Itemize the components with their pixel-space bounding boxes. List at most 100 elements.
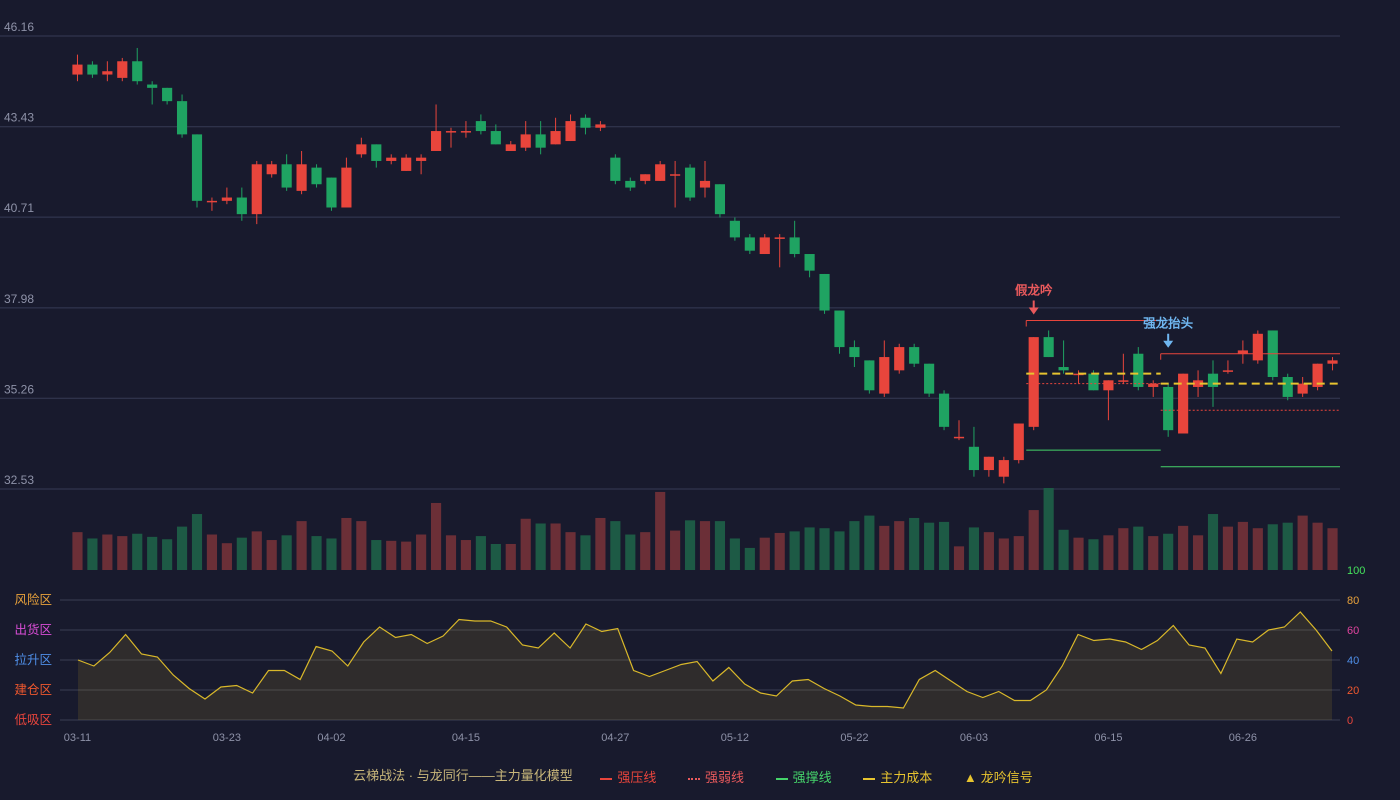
candle [759,234,770,255]
candle [804,254,815,278]
candle [938,390,950,431]
candle-body [1312,363,1323,387]
indicator-tick-label: 100 [1347,565,1365,577]
price-tick-label: 40.71 [4,201,34,215]
candle [401,154,412,171]
indicator-tick-label: 40 [1347,655,1359,667]
legend-label: 强弱线 [705,770,745,786]
volume-bar [251,531,262,570]
candle-body [789,237,800,255]
volume-bar [191,514,203,570]
candle [550,117,561,145]
candle [1267,330,1278,381]
candle [729,217,740,241]
volume-bar [505,543,516,570]
volume-bar [894,521,905,570]
indicator-zone-label: 建仓区 [14,683,52,697]
volume-bar [849,521,860,570]
candle-body [684,167,696,198]
model-lines [1025,319,1340,468]
candle-body [894,347,905,371]
candle [909,343,920,368]
volume-bar [102,534,113,570]
candle-body [610,157,621,181]
candle-body [819,273,830,311]
candle-body [445,131,457,133]
legend-item-support-line[interactable]: 强撑线 [775,767,832,786]
candle [699,160,711,198]
candle-body [102,71,113,75]
candle-body [1013,423,1024,461]
candle-body [281,164,292,188]
volume-bar [968,527,980,570]
volume-bar [983,532,994,570]
price-tick-label: 46.16 [4,20,34,34]
candle-body [520,134,531,148]
candle-body [1043,337,1054,358]
volume-bar [670,530,681,570]
volume-bar [535,523,546,570]
legend-item-weak-line[interactable]: 强弱线 [688,767,744,786]
candle [416,154,427,175]
volume-bar [386,540,397,570]
y-axis: 46.16 43.43 40.71 37.98 35.26 32.53 [4,20,34,487]
volume-bar [610,521,621,570]
indicator-tick-label: 20 [1347,685,1359,697]
volume-bar [445,535,457,570]
volume-bar [744,547,755,570]
candle [670,160,681,208]
candle [968,426,980,477]
volume-bar [460,540,472,570]
volume-bar [879,525,890,570]
candle [1252,330,1263,364]
indicator-zone-label: 风险区 [14,592,52,607]
legend-item-main-cost[interactable]: 主力成本 [863,767,932,786]
candle [221,187,232,205]
indicator-zone-label: 出货区 [14,622,52,637]
indicator-zone-label: 拉升区 [14,652,52,667]
x-tick-label: 04-02 [317,732,345,744]
candle [1297,376,1308,397]
volume-bar [1133,526,1144,570]
candle [879,340,890,397]
candle [595,121,606,132]
indicator-line [77,611,1333,709]
candle-body [774,237,785,239]
volume-bar [117,536,128,570]
candle-body [1148,383,1159,387]
candle-body [386,157,397,161]
grid-lines [0,35,1340,490]
candle-body [655,164,666,181]
candle [386,154,397,165]
candle-body [924,363,935,394]
volume-bar [490,543,501,570]
candle-body [714,184,726,215]
legend: 云梯战法 · 与龙同行——主力量化模型 强压线 强弱线 强撑线 主力成本 ▲ 龙吟… [0,765,1400,786]
candle [640,174,651,185]
volume-bar [938,521,950,570]
volume-bar [162,539,173,570]
candle-body [132,61,143,82]
candle [356,137,367,158]
candle [72,54,83,82]
candle [819,273,830,314]
candle [1192,370,1204,397]
candle-body [401,157,412,171]
legend-swatch-solid-red [600,777,613,780]
candle [430,104,442,151]
candle [505,141,516,151]
candle-body [475,121,486,132]
price-tick-label: 35.26 [4,382,34,396]
arrow-down-icon [1028,307,1039,315]
candle-body [490,131,501,145]
candle-body [460,131,472,133]
candle-body [699,180,711,188]
candle-body [311,167,322,185]
candle [864,360,875,394]
volume-bar [640,532,651,570]
legend-item-strong-pressure[interactable]: 强压线 [600,767,656,786]
candle [565,114,576,142]
volume-bar [281,535,292,570]
legend-item-signal[interactable]: ▲ 龙吟信号 [964,767,1033,786]
